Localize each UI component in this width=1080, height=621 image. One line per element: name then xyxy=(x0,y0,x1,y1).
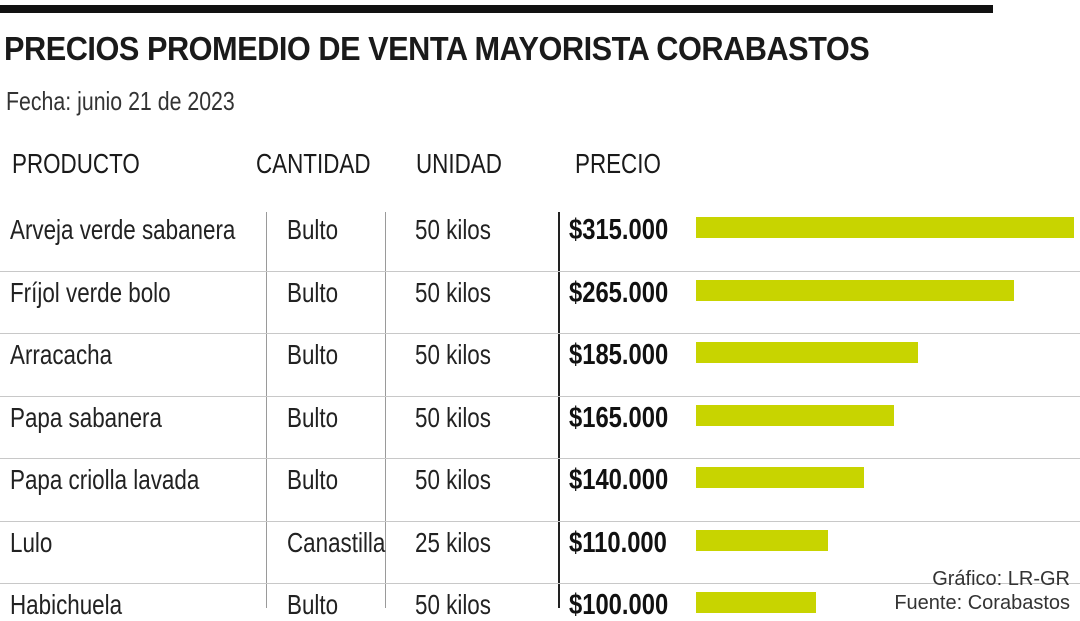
price-label: $100.000 xyxy=(569,589,669,621)
price-bar xyxy=(696,342,918,363)
product-name: Papa criolla lavada xyxy=(10,464,200,495)
product-unit: 50 kilos xyxy=(415,401,491,433)
row-separator xyxy=(0,520,1080,522)
price-bar xyxy=(696,279,1014,301)
row-separator xyxy=(0,333,1080,334)
price-bar xyxy=(696,404,894,426)
header-producto: PRODUCTO xyxy=(12,148,140,179)
price-bar xyxy=(696,467,864,488)
product-quantity: Bulto xyxy=(287,339,339,370)
header-precio: PRECIO xyxy=(575,148,661,179)
credit-grafico: Gráfico: LR-GR xyxy=(932,568,1070,590)
price-label: $265.000 xyxy=(569,276,669,309)
product-name: Arracacha xyxy=(10,339,113,370)
price-label: $140.000 xyxy=(569,464,669,496)
column-divider-cantidad xyxy=(266,212,267,608)
header-unidad: UNIDAD xyxy=(416,148,502,179)
product-quantity: Bulto xyxy=(287,464,339,495)
price-label: $110.000 xyxy=(569,526,667,559)
header-cantidad: CANTIDAD xyxy=(256,148,371,179)
product-unit: 50 kilos xyxy=(415,464,491,495)
product-quantity: Bulto xyxy=(287,214,339,245)
row-separator xyxy=(0,458,1080,459)
product-name: Habichuela xyxy=(10,589,123,620)
row-separator xyxy=(0,395,1080,397)
product-unit: 25 kilos xyxy=(415,526,491,558)
price-label: $315.000 xyxy=(569,214,669,246)
product-unit: 50 kilos xyxy=(415,339,491,370)
product-unit: 50 kilos xyxy=(415,214,491,245)
price-bar xyxy=(696,592,816,613)
price-bar xyxy=(696,529,828,551)
credit-fuente: Fuente: Corabastos xyxy=(894,592,1070,614)
product-quantity: Bulto xyxy=(287,401,339,433)
product-quantity: Canastilla xyxy=(287,526,386,558)
product-quantity: Bulto xyxy=(287,276,339,308)
product-name: Lulo xyxy=(10,526,53,558)
product-name: Arveja verde sabanera xyxy=(10,214,236,245)
row-separator xyxy=(0,583,1080,584)
product-unit: 50 kilos xyxy=(415,589,491,620)
chart-title: PRECIOS PROMEDIO DE VENTA MAYORISTA CORA… xyxy=(4,30,870,67)
chart-subtitle: Fecha: junio 21 de 2023 xyxy=(6,86,235,116)
price-label: $165.000 xyxy=(569,401,669,434)
price-bar xyxy=(696,217,1074,238)
product-name: Fríjol verde bolo xyxy=(10,276,171,308)
product-unit: 50 kilos xyxy=(415,276,491,308)
top-rule xyxy=(0,5,993,13)
row-separator xyxy=(0,270,1080,272)
column-divider-precio xyxy=(558,212,560,608)
product-name: Papa sabanera xyxy=(10,401,162,433)
price-label: $185.000 xyxy=(569,339,669,371)
product-quantity: Bulto xyxy=(287,589,339,620)
column-divider-unidad xyxy=(385,212,386,608)
